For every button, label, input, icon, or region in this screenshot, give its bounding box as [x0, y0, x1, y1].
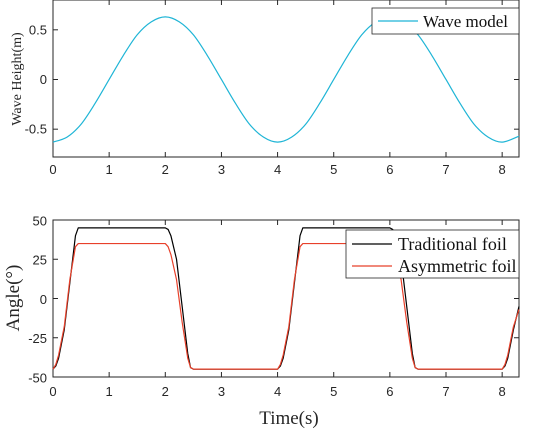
x-tick-label: 1 — [106, 162, 113, 177]
legend-box — [345, 229, 520, 279]
x-tick-label: 3 — [218, 384, 225, 399]
angle-chart: 0 1 2 3 4 5 6 7 8 -50 -25 0 25 50 Angle(°) Time(s) T… — [3, 213, 520, 429]
x-tick-label: 0 — [49, 162, 56, 177]
y-tick-label: 50 — [33, 213, 47, 228]
y-tick-label: 25 — [33, 253, 47, 268]
legend-label-traditional-foil: Traditional foil — [398, 234, 507, 254]
x-tick-label: 4 — [274, 384, 281, 399]
x-tick-label: 5 — [330, 162, 337, 177]
y-tick-label: -25 — [28, 331, 47, 346]
wave-height-chart: 0 1 2 3 4 5 6 7 8 -0.5 0 0.5 Wave Height(m) Wave m… — [10, 0, 520, 177]
series-line-asymmetric-foil — [52, 242, 520, 370]
y-tick-label: -50 — [28, 370, 47, 385]
x-tick-label: 3 — [218, 162, 225, 177]
x-tick-label: 6 — [386, 162, 393, 177]
x-tick-label: 5 — [330, 384, 337, 399]
legend: Wave model — [371, 7, 520, 35]
x-tick-label: 8 — [499, 384, 506, 399]
series-line-wave-model — [52, 16, 520, 143]
y-tick-label: 0.5 — [29, 22, 47, 37]
y-axis-label: Angle(°) — [3, 265, 24, 332]
x-tick-label: 1 — [106, 384, 113, 399]
x-tick-label: 2 — [162, 384, 169, 399]
y-tick-label: 0 — [40, 72, 47, 87]
x-tick-label: 0 — [49, 384, 56, 399]
y-tick-label: -0.5 — [25, 122, 47, 137]
x-tick-label: 4 — [274, 162, 281, 177]
legend: Traditional foil Asymmetric foil — [345, 229, 520, 279]
legend-label-asymmetric-foil: Asymmetric foil — [398, 256, 516, 276]
x-tick-label: 2 — [162, 162, 169, 177]
legend-label-wave-model: Wave model — [423, 12, 508, 31]
x-tick-label: 6 — [386, 384, 393, 399]
y-axis-label: Wave Height(m) — [10, 32, 25, 126]
y-tick-label: 0 — [40, 292, 47, 307]
x-tick-label: 7 — [442, 384, 449, 399]
x-tick-label: 7 — [442, 162, 449, 177]
x-axis-label: Time(s) — [259, 408, 318, 429]
x-tick-label: 8 — [499, 162, 506, 177]
